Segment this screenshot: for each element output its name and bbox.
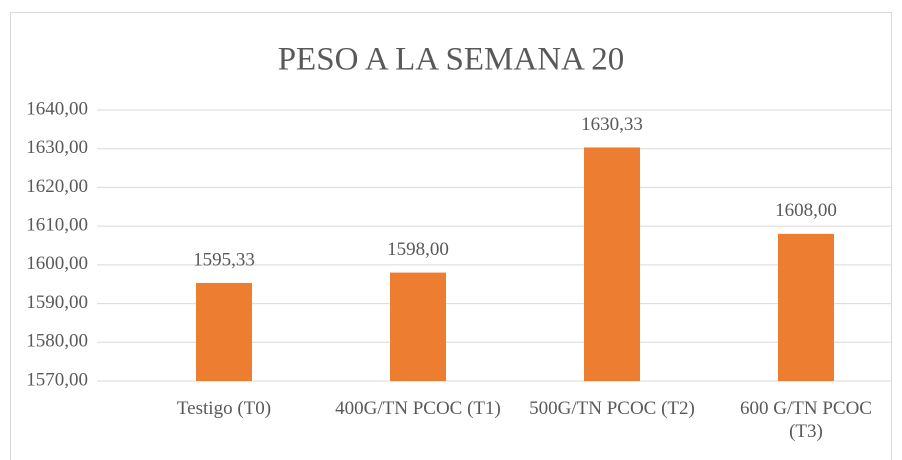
data-label: 1630,33	[581, 114, 643, 135]
y-tick-label: 1570,00	[26, 369, 88, 390]
y-tick-label: 1600,00	[26, 253, 88, 274]
y-tick-label: 1640,00	[26, 98, 88, 119]
y-tick-label: 1610,00	[26, 215, 88, 236]
data-label: 1595,33	[193, 249, 255, 270]
x-tick-label: 600 G/TN PCOC (T3)	[740, 398, 872, 442]
data-label: 1608,00	[775, 200, 837, 221]
y-tick-label: 1590,00	[26, 292, 88, 313]
bar	[390, 272, 446, 381]
x-tick-label: Testigo (T0)	[176, 398, 272, 419]
x-tick-label: 500G/TN PCOC (T2)	[529, 398, 695, 419]
y-tick-label: 1580,00	[26, 331, 88, 352]
chart-title: PESO A LA SEMANA 20	[278, 42, 625, 78]
chart-border	[10, 12, 892, 460]
bar	[584, 147, 640, 381]
y-tick-label: 1620,00	[26, 176, 88, 197]
x-tick-label: 400G/TN PCOC (T1)	[335, 398, 501, 419]
y-tick-label: 1630,00	[26, 137, 88, 158]
bar	[778, 233, 834, 381]
bar	[196, 282, 252, 381]
data-label: 1598,00	[387, 239, 449, 260]
